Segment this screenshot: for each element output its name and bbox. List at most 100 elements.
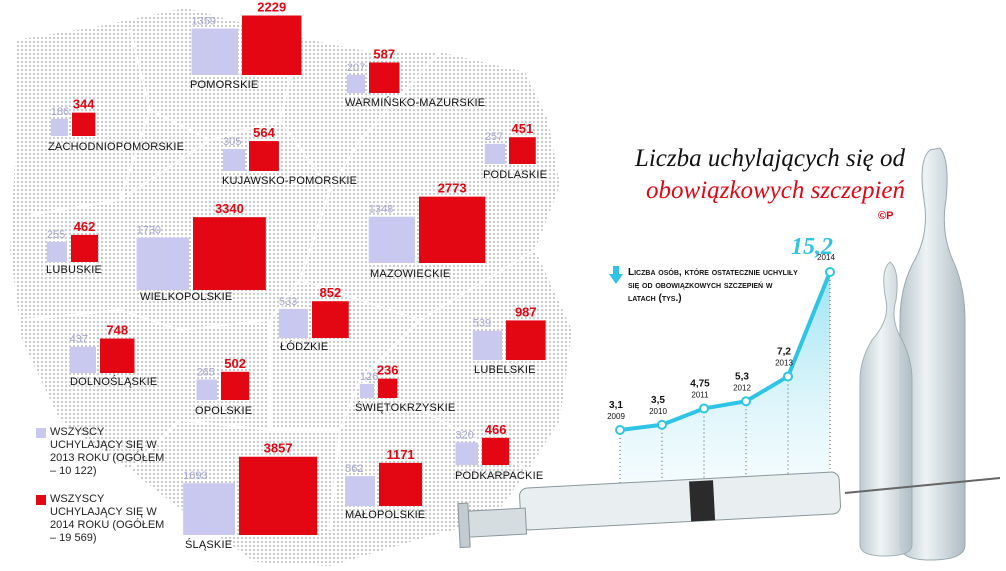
square-2013 (222, 148, 245, 171)
value-label-2014: 2229 (257, 0, 286, 15)
value-label: 4,75 (690, 378, 710, 389)
ampoules (859, 147, 966, 561)
legend-swatch (36, 495, 46, 505)
square-2013 (278, 308, 308, 338)
region-label: KUJAWSKO-POMORSKIE (222, 175, 357, 187)
region-label: DOLNOŚLĄSKIE (70, 375, 157, 388)
square-2014 (312, 301, 349, 338)
x-label: 2013 (775, 358, 793, 367)
region-label: LUBUSKIE (46, 264, 102, 276)
region-label: PODKARPACKIE (455, 470, 543, 482)
square-2013 (472, 330, 502, 360)
value-label-2013: 320 (455, 429, 473, 441)
chart-title: obowiązkowych szczepień (646, 177, 905, 204)
square-2013 (136, 237, 189, 290)
value-label-2014: 987 (515, 304, 537, 319)
region-label: ZACHODNIOPOMORSKIE (48, 141, 184, 153)
value-label-2013: 186 (51, 106, 69, 118)
region-label: MAŁOPOLSKIE (345, 509, 425, 521)
value-label: 3,1 (609, 400, 623, 411)
square-2014 (249, 141, 279, 171)
value-label-2013: 207 (347, 62, 365, 74)
value-label-2014: 462 (74, 219, 96, 234)
value-label: 5,3 (735, 371, 749, 382)
square-2013 (484, 143, 505, 164)
x-label: 2014 (817, 253, 835, 262)
value-label-2014: 3857 (264, 441, 293, 456)
value-label-2013: 255 (47, 229, 65, 241)
square-2013 (183, 483, 235, 535)
square-2014 (72, 112, 96, 136)
region-label: OPOLSKIE (195, 405, 252, 417)
x-label: 2012 (733, 383, 751, 392)
value-label-2013: 126 (360, 371, 378, 383)
square-2014 (221, 371, 250, 400)
value-label-2013: 257 (485, 131, 503, 143)
square-2013 (368, 216, 415, 263)
point (825, 267, 835, 277)
point (783, 371, 793, 382)
value-label-2013: 1359 (192, 16, 216, 28)
value-label-2013: 533 (279, 296, 297, 308)
point (657, 419, 667, 430)
square-2013 (69, 346, 96, 373)
point (741, 396, 751, 407)
x-label: 2010 (649, 407, 667, 416)
square-2014 (100, 338, 135, 373)
square-2014 (509, 137, 536, 164)
point (699, 403, 709, 414)
squares: 1359 2229 POMORSKIE 207 587 WARMIŃSKO-MAZURSK… (46, 0, 547, 551)
value-label-2013: 539 (473, 318, 491, 330)
legend-swatch (36, 428, 46, 438)
value-label-2014: 852 (320, 285, 342, 300)
area (620, 272, 830, 500)
line (619, 271, 832, 432)
x-label: 2011 (691, 390, 709, 399)
map-poland (10, 8, 572, 566)
legend-entry: WSZYSCY UCHYLAJĄCY SIĘ W 2014 ROKU (OGÓŁ… (50, 493, 165, 544)
square-2014 (506, 320, 546, 360)
value-label-2014: 1171 (386, 447, 414, 462)
x-label: 2009 (607, 412, 625, 421)
value-label-2014: 451 (512, 121, 534, 136)
point (615, 425, 625, 435)
value-label-2014: 748 (106, 323, 128, 338)
legend-entry: WSZYSCY UCHYLAJĄCY SIĘ W 2013 ROKU (OGÓŁ… (50, 426, 165, 477)
square-2014 (419, 196, 486, 263)
square-2013 (196, 379, 217, 400)
region-label: WIELKOPOLSKIE (140, 291, 232, 303)
square-2013 (50, 118, 68, 136)
value-label-2013: 1693 (183, 470, 207, 482)
credit: ©P (878, 210, 893, 222)
region-label: PODLASKIE (483, 169, 547, 181)
region-label: MAZOWIECKIE (370, 268, 450, 280)
value-label-2014: 2773 (438, 181, 467, 196)
square-2014 (482, 437, 510, 465)
value-label-2013: 1348 (369, 204, 393, 216)
value-label-2013: 265 (196, 366, 214, 378)
value-label: 7,2 (777, 346, 791, 357)
value-label-2013: 562 (345, 463, 363, 475)
region-label: LUBELSKIE (474, 364, 536, 376)
value-label-2014: 3340 (215, 201, 244, 216)
square-2014 (379, 462, 423, 506)
square-2014 (71, 234, 99, 262)
square-2014 (193, 217, 266, 290)
value-label-2014: 564 (253, 125, 275, 140)
region-label: ŚLĄSKIE (185, 538, 232, 551)
value-label-2014: 587 (373, 46, 395, 61)
value-label-2013: 437 (70, 334, 88, 346)
region-label: POMORSKIE (190, 79, 258, 91)
square-2014 (242, 15, 302, 75)
square-2013 (359, 383, 374, 398)
square-2013 (46, 241, 67, 262)
square-2014 (239, 456, 318, 535)
region-label: ŁÓDZKIE (280, 340, 328, 353)
square-2014 (378, 378, 398, 398)
square-2013 (345, 476, 375, 506)
square-2013 (455, 442, 478, 465)
annotation: Liczba osób, które ostatecznie uchyliły … (628, 267, 798, 304)
region-label: ŚWIĘTOKRZYSKIE (355, 401, 455, 414)
